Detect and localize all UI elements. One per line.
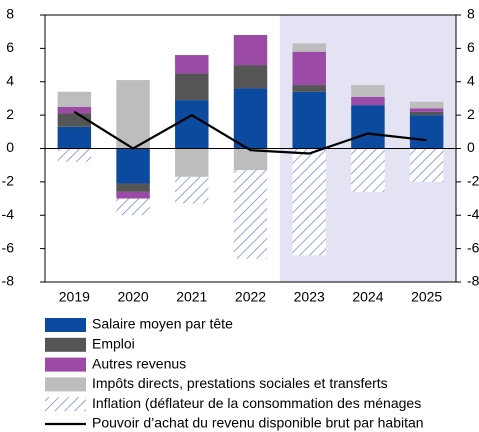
x-tick-label: 2023 xyxy=(294,289,325,305)
y-tick-label: -2 xyxy=(2,173,15,189)
bar-segment xyxy=(409,108,444,112)
x-tick-label: 2019 xyxy=(59,289,90,305)
legend-label: Autres revenus xyxy=(92,355,186,371)
y-tick-label: -4 xyxy=(2,206,15,222)
legend-swatch xyxy=(45,318,86,332)
y2-tick-label: 8 xyxy=(467,6,475,22)
bar-segment xyxy=(409,101,444,109)
y2-tick-label: -2 xyxy=(467,173,479,189)
bar-segment xyxy=(175,100,209,149)
bar-segment xyxy=(116,198,150,216)
y2-tick-label: -8 xyxy=(467,273,479,289)
bar-segment xyxy=(292,91,326,149)
y-tick-label: -6 xyxy=(2,239,15,255)
bar-segment xyxy=(175,176,209,204)
bar-segment xyxy=(292,148,326,256)
plot-frame xyxy=(44,14,457,283)
y-tick-label: -8 xyxy=(2,273,15,289)
bar-segment xyxy=(116,80,150,149)
bar-segment xyxy=(175,148,209,177)
x-tick-label: 2024 xyxy=(352,289,383,305)
bar-segment xyxy=(292,85,326,92)
legend-swatch xyxy=(45,377,86,392)
bar-segment xyxy=(409,111,444,116)
y-tick-label: 0 xyxy=(6,139,14,155)
y2-tick-label: -4 xyxy=(467,206,479,222)
legend-label: Salaire moyen par tête xyxy=(92,316,233,332)
bar-segment xyxy=(116,148,150,184)
bar-segment xyxy=(57,106,92,114)
bar-segment xyxy=(57,148,92,162)
bar-segment xyxy=(233,88,268,149)
bar-segment xyxy=(57,126,92,149)
line xyxy=(73,110,427,155)
bar-segment xyxy=(233,148,268,171)
y2-tick-label: 6 xyxy=(467,39,475,55)
bar-segment xyxy=(116,183,150,192)
bar-segment xyxy=(409,148,444,182)
bar-segment xyxy=(175,73,209,101)
legend-label: Pouvoir d’achat du revenu disponible bru… xyxy=(92,415,424,431)
legend-swatch xyxy=(45,357,86,372)
y2-tick-label: -6 xyxy=(467,239,479,255)
bar-segment xyxy=(351,105,385,149)
legend-label: Impôts directs, prestations sociales et … xyxy=(92,375,388,391)
bar-segment xyxy=(351,148,385,192)
y2-tick-label: 0 xyxy=(467,139,475,155)
bar-segment xyxy=(292,43,326,52)
bar-segment xyxy=(233,35,268,66)
bar-segment xyxy=(351,85,385,97)
legend-label: Inflation (déflateur de la consommation … xyxy=(92,395,421,411)
legend-swatch xyxy=(45,397,86,412)
y-tick-label: 2 xyxy=(6,106,14,122)
y-tick-label: 8 xyxy=(6,6,14,22)
y2-tick-label: 2 xyxy=(467,106,475,122)
x-tick-label: 2022 xyxy=(235,289,266,305)
bar-segment xyxy=(233,170,268,259)
legend-label: Emploi xyxy=(92,336,135,352)
y2-tick-label: 4 xyxy=(467,72,475,88)
y-tick-label: 4 xyxy=(6,72,14,88)
x-tick-label: 2025 xyxy=(411,289,442,305)
bar-segment xyxy=(409,115,444,149)
x-tick-label: 2020 xyxy=(117,289,148,305)
x-tick-label: 2021 xyxy=(176,289,207,305)
y-tick-label: 6 xyxy=(6,39,14,55)
bar-segment xyxy=(351,96,385,106)
bar-segment xyxy=(175,55,209,74)
bar-segment xyxy=(233,65,268,89)
bar-segment xyxy=(57,91,92,107)
bar-segment xyxy=(116,191,150,199)
legend-swatch xyxy=(45,337,86,352)
bar-segment xyxy=(292,51,326,86)
